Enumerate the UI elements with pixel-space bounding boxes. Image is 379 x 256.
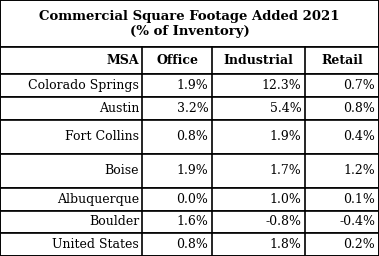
Text: Colorado Springs: Colorado Springs <box>28 79 139 92</box>
Text: 1.2%: 1.2% <box>343 164 375 177</box>
Bar <box>0 74 379 97</box>
Text: Albuquerque: Albuquerque <box>57 193 139 206</box>
Text: 0.2%: 0.2% <box>343 238 375 251</box>
Text: 1.0%: 1.0% <box>269 193 301 206</box>
Text: -0.8%: -0.8% <box>265 215 301 228</box>
Bar <box>0 210 379 233</box>
Text: 0.7%: 0.7% <box>343 79 375 92</box>
Text: 1.8%: 1.8% <box>269 238 301 251</box>
Text: Commercial Square Footage Added 2021
(% of Inventory): Commercial Square Footage Added 2021 (% … <box>39 10 340 38</box>
Bar <box>0 97 379 120</box>
Bar <box>0 120 379 154</box>
Bar <box>0 0 379 47</box>
Text: Boulder: Boulder <box>89 215 139 228</box>
Text: Boise: Boise <box>105 164 139 177</box>
Text: 12.3%: 12.3% <box>262 79 301 92</box>
Text: 0.1%: 0.1% <box>343 193 375 206</box>
Text: 0.8%: 0.8% <box>177 238 208 251</box>
Bar <box>0 233 379 256</box>
Text: Austin: Austin <box>99 102 139 115</box>
Text: 1.9%: 1.9% <box>177 79 208 92</box>
Text: 0.4%: 0.4% <box>343 130 375 143</box>
Text: 5.4%: 5.4% <box>269 102 301 115</box>
Text: -0.4%: -0.4% <box>339 215 375 228</box>
Text: 0.0%: 0.0% <box>177 193 208 206</box>
Text: Fort Collins: Fort Collins <box>65 130 139 143</box>
Text: United States: United States <box>52 238 139 251</box>
Text: 0.8%: 0.8% <box>177 130 208 143</box>
Text: MSA: MSA <box>106 54 139 67</box>
Text: 1.6%: 1.6% <box>177 215 208 228</box>
Text: Office: Office <box>156 54 198 67</box>
Text: Retail: Retail <box>321 54 363 67</box>
Bar <box>0 154 379 188</box>
Text: 3.2%: 3.2% <box>177 102 208 115</box>
Text: 1.9%: 1.9% <box>177 164 208 177</box>
Bar <box>0 188 379 210</box>
Bar <box>0 47 379 74</box>
Text: 1.9%: 1.9% <box>269 130 301 143</box>
Text: 0.8%: 0.8% <box>343 102 375 115</box>
Text: Industrial: Industrial <box>224 54 294 67</box>
Text: 1.7%: 1.7% <box>269 164 301 177</box>
